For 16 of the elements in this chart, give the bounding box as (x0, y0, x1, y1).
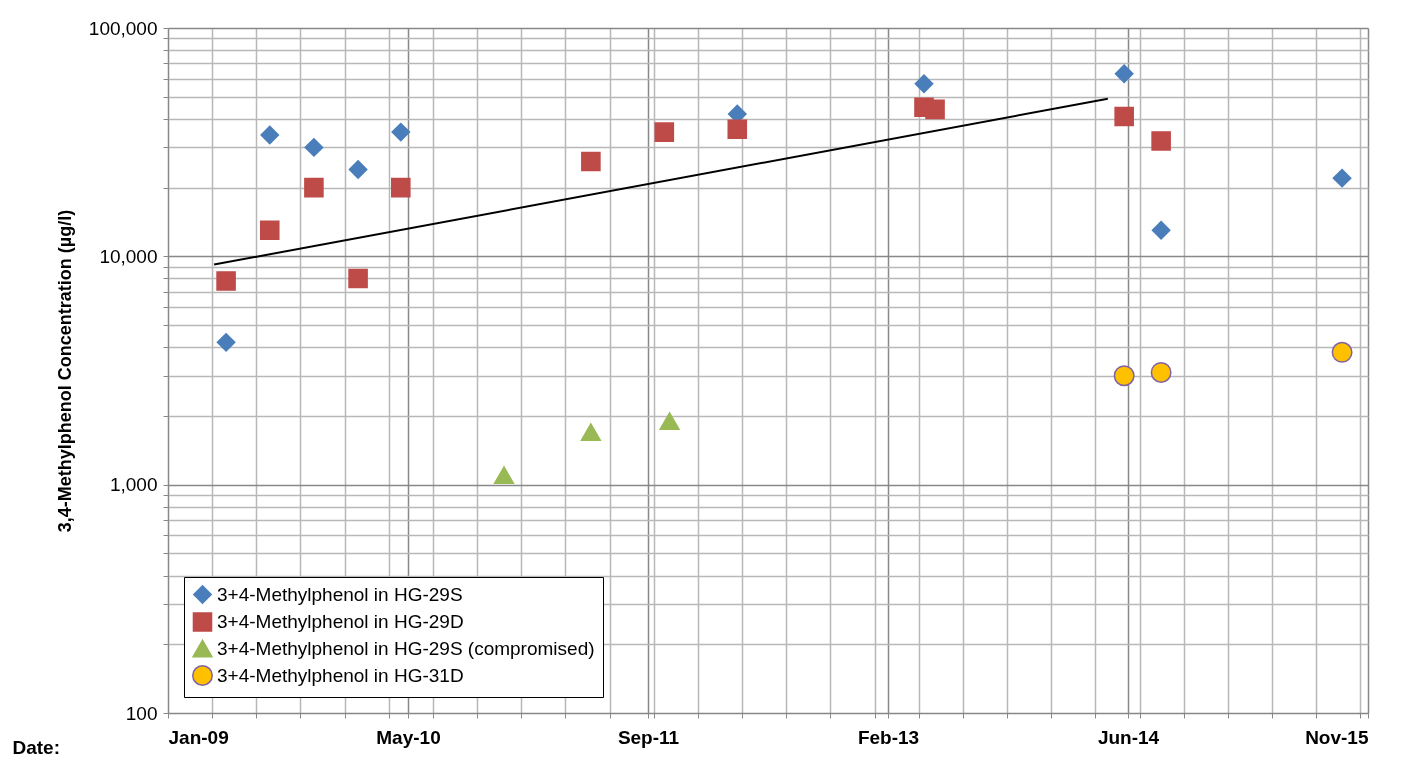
x-tick-label: Jan-09 (168, 726, 229, 748)
x-tick-label: Jun-14 (1097, 726, 1160, 748)
legend-label: 3+4-Methylphenol in HG-29S (compromised) (217, 637, 595, 659)
legend-label: 3+4-Methylphenol in HG-29D (217, 611, 464, 632)
y-tick-label: 1,000 (109, 474, 158, 496)
x-axis-title: Date: (12, 736, 61, 758)
y-tick-label: 100 (125, 702, 158, 724)
y-tick-label: 10,000 (99, 245, 158, 267)
y-tick-label: 100,000 (88, 17, 158, 39)
x-tick-label: Sep-11 (617, 726, 680, 748)
x-tick-label: May-10 (376, 726, 441, 748)
legend-label: 3+4-Methylphenol in HG-29S (217, 583, 463, 605)
x-tick-label: Nov-15 (1305, 726, 1369, 748)
y-axis-title: 3,4-Methylphenol Concentration (µg/l) (54, 209, 75, 533)
x-tick-label: Feb-13 (857, 726, 920, 748)
legend-label: 3+4-Methylphenol in HG-31D (217, 664, 464, 686)
